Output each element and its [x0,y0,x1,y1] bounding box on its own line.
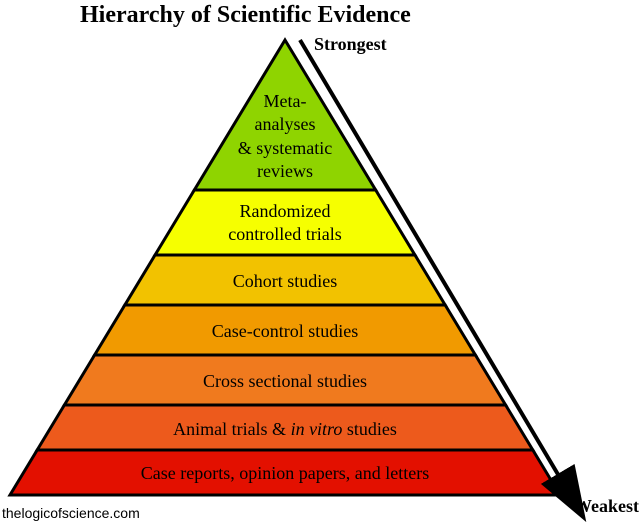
strongest-label: Strongest [314,34,387,54]
source-credit: thelogicofscience.com [2,505,140,521]
pyramid-figure: Meta-analyses& systematicreviewsRandomiz… [0,0,640,530]
page: Hierarchy of Scientific Evidence Meta-an… [0,0,640,525]
weakest-label: Weakest [574,496,639,516]
pyramid-svg: Meta-analyses& systematicreviewsRandomiz… [0,0,640,525]
